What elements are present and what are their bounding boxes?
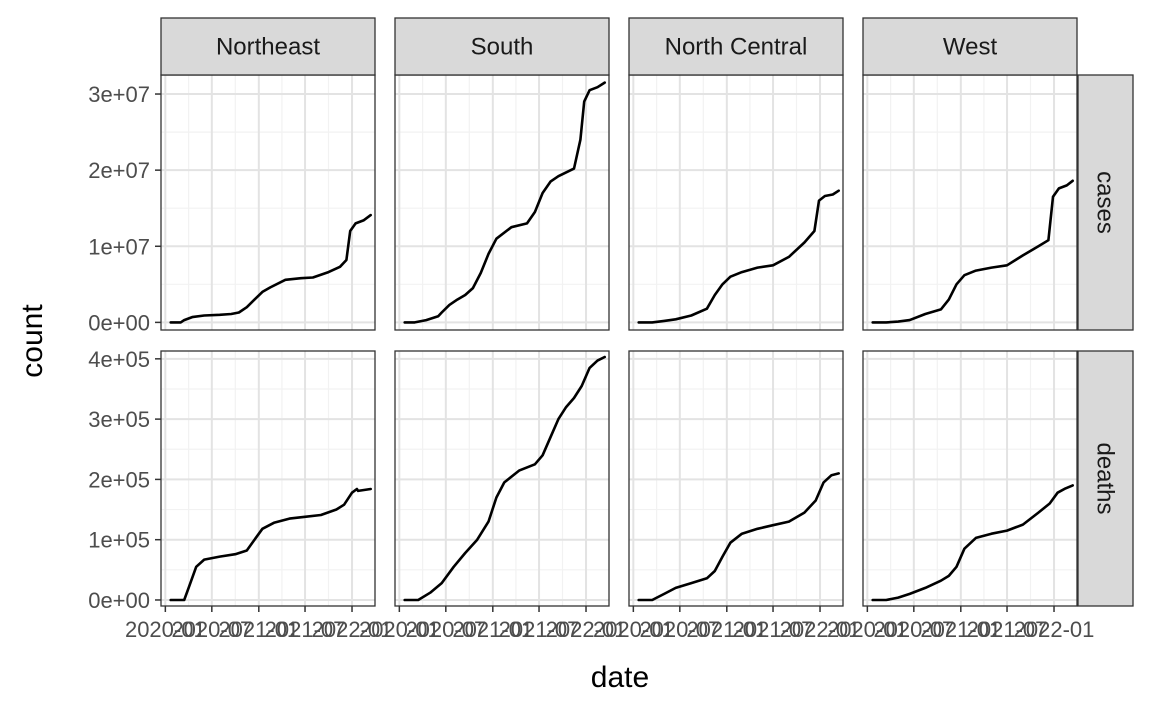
x-tick-label: 2021-07	[499, 617, 580, 642]
x-tick-label: 2020-07	[639, 617, 720, 642]
panel-border	[628, 350, 844, 607]
series-line-north-central-cases	[637, 189, 841, 324]
y-tick-label: 0e+00	[88, 588, 150, 613]
strip-north-central: North Central	[628, 17, 844, 76]
y-tick-label: 2e+05	[88, 467, 150, 492]
series-line-west-cases	[871, 179, 1074, 324]
y-axis-cases: 0e+00 1e+07 2e+07 3e+07	[88, 82, 161, 335]
strip-background	[160, 17, 376, 76]
panel-west-cases	[862, 74, 1078, 331]
x-tick-label: 2020-07	[405, 617, 486, 642]
y-tick-label: 2e+07	[88, 158, 150, 183]
x-tick-label: 2020-07	[873, 617, 954, 642]
x-tick-label: 2020-01	[827, 617, 908, 642]
panel-west-deaths	[862, 350, 1078, 607]
strip-background	[1077, 350, 1134, 607]
y-axis-deaths: 0e+00 1e+05 2e+05 3e+05 4e+05	[88, 347, 161, 613]
y-tick-label: 3e+05	[88, 407, 150, 432]
strip-west: West	[862, 17, 1078, 76]
x-axis-title: date	[591, 661, 649, 694]
x-tick-label: 2020-01	[593, 617, 674, 642]
x-tick-label: 2022-01	[780, 617, 861, 642]
panel-northeast-deaths	[160, 350, 376, 607]
strip-background	[1077, 74, 1134, 331]
strip-label-cases: cases	[1092, 171, 1119, 234]
y-tick-label: 3e+07	[88, 82, 150, 107]
strip-background	[394, 17, 610, 76]
panel-northeast-cases	[160, 74, 376, 331]
strips-layer: Northeast South North Central West cases deat…	[160, 17, 1134, 607]
strip-label-deaths: deaths	[1092, 442, 1119, 514]
strip-deaths: deaths	[1077, 350, 1134, 607]
panel-background	[863, 75, 1077, 330]
series-line-south-deaths	[403, 355, 607, 602]
y-tick-label: 4e+05	[88, 347, 150, 372]
panel-background	[395, 75, 609, 330]
x-tick-label: 2021-01	[452, 617, 533, 642]
x-tick-label: 2021-07	[265, 617, 346, 642]
strip-cases: cases	[1077, 74, 1134, 331]
strip-northeast: Northeast	[160, 17, 376, 76]
axes-layer: 0e+00 1e+07 2e+07 3e+07 0e+00 1e+05 2e+05 3e+05…	[88, 82, 1094, 642]
panel-border	[160, 350, 376, 607]
x-tick-label: 2022-01	[312, 617, 393, 642]
series-line-northeast-deaths	[169, 487, 373, 602]
panel-background	[161, 75, 375, 330]
series-line-northeast-cases	[169, 213, 373, 324]
x-tick-label: 2022-01	[1014, 617, 1095, 642]
panel-border	[862, 350, 1078, 607]
x-tick-label: 2021-07	[733, 617, 814, 642]
panels-layer	[160, 74, 1078, 607]
panel-background	[629, 75, 843, 330]
x-tick-label: 2021-01	[218, 617, 299, 642]
panel-south-cases	[394, 74, 610, 331]
y-tick-label: 1e+07	[88, 234, 150, 259]
strip-background	[628, 17, 844, 76]
panel-south-deaths	[394, 350, 610, 607]
series-line-south-cases	[403, 81, 607, 324]
series-line-west-deaths	[871, 484, 1074, 602]
x-tick-label: 2021-01	[686, 617, 767, 642]
x-tick-label: 2021-07	[967, 617, 1048, 642]
panel-north-central-cases	[628, 74, 844, 331]
strip-label-northeast: Northeast	[216, 34, 320, 61]
y-tick-label: 1e+05	[88, 528, 150, 553]
strip-background	[862, 17, 1078, 76]
x-tick-label: 2020-01	[359, 617, 440, 642]
x-tick-label: 2020-07	[171, 617, 252, 642]
y-axis-title: count	[16, 304, 49, 378]
x-tick-label: 2022-01	[546, 617, 627, 642]
x-tick-label: 2021-01	[920, 617, 1001, 642]
strip-label-west: West	[943, 34, 998, 61]
strip-label-north-central: North Central	[665, 34, 808, 61]
x-tick-label: 2020-01	[125, 617, 206, 642]
panel-north-central-deaths	[628, 350, 844, 607]
strip-label-south: South	[471, 34, 534, 61]
strip-south: South	[394, 17, 610, 76]
panel-border	[394, 350, 610, 607]
series-line-north-central-deaths	[637, 472, 841, 602]
y-tick-label: 0e+00	[88, 310, 150, 335]
